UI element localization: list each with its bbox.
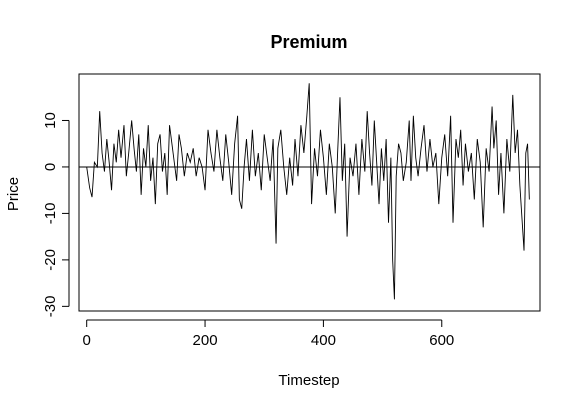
x-tick-label: 0 xyxy=(83,332,91,349)
y-tick-label: -20 xyxy=(42,249,59,271)
x-tick-label: 200 xyxy=(193,332,218,349)
y-tick-label: -10 xyxy=(42,203,59,225)
y-axis-label: Price xyxy=(5,177,22,211)
y-tick-label: 10 xyxy=(42,112,59,129)
y-tick-label: 0 xyxy=(42,163,59,171)
axes-group: 0 200 400 600 -30 -20 -10 0 10 xyxy=(42,74,540,349)
x-axis-label: Timestep xyxy=(278,372,339,389)
x-tick-label: 400 xyxy=(311,332,336,349)
data-marks-group xyxy=(79,83,540,299)
y-tick-label: -30 xyxy=(42,296,59,318)
price-series-line xyxy=(87,83,530,299)
chart-title: Premium xyxy=(270,32,347,52)
x-tick-label: 600 xyxy=(429,332,454,349)
